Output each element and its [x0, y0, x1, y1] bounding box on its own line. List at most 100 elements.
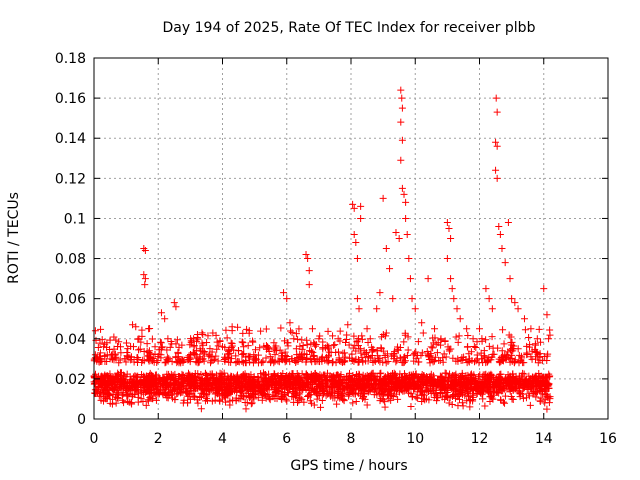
data-point — [219, 386, 227, 394]
data-point — [123, 349, 131, 357]
data-point — [375, 382, 383, 390]
data-point — [207, 357, 215, 365]
data-point — [407, 402, 415, 410]
data-point — [464, 331, 472, 339]
data-point — [123, 392, 131, 400]
data-point — [125, 353, 133, 361]
data-point — [546, 372, 554, 380]
data-point — [364, 357, 372, 365]
data-point — [520, 385, 528, 393]
data-point — [226, 397, 234, 405]
data-point — [283, 397, 291, 405]
data-point — [476, 325, 483, 333]
data-point — [485, 356, 493, 364]
data-point — [377, 369, 385, 377]
data-point — [523, 375, 531, 383]
data-point — [270, 339, 278, 347]
data-point — [325, 345, 333, 353]
data-point — [136, 345, 144, 353]
data-point — [183, 372, 191, 380]
data-point — [245, 353, 253, 361]
data-point — [352, 347, 360, 355]
data-point — [171, 370, 179, 378]
data-point — [368, 348, 376, 356]
data-point — [398, 136, 406, 144]
data-point — [234, 323, 242, 331]
data-point — [411, 372, 419, 380]
data-point — [418, 374, 426, 382]
data-point — [406, 275, 414, 283]
data-point — [294, 354, 302, 362]
data-point — [390, 352, 398, 360]
data-point — [446, 370, 454, 378]
data-point — [355, 305, 363, 313]
data-point — [531, 340, 539, 348]
data-point — [110, 356, 118, 364]
data-point — [481, 353, 489, 361]
data-point — [158, 343, 166, 351]
data-point — [127, 342, 135, 350]
data-point — [503, 351, 511, 359]
data-point — [206, 351, 214, 359]
data-point — [213, 345, 221, 353]
data-point — [149, 395, 157, 403]
data-point — [411, 385, 419, 393]
data-point — [357, 345, 365, 353]
data-point — [354, 389, 362, 397]
data-point — [342, 335, 350, 343]
data-point — [152, 396, 160, 404]
data-point — [528, 355, 536, 363]
data-point — [211, 396, 219, 404]
data-point — [492, 138, 500, 146]
data-point — [338, 358, 346, 366]
data-point — [247, 400, 255, 408]
data-point — [390, 387, 398, 395]
data-point — [499, 326, 507, 334]
data-point — [186, 341, 194, 349]
data-point — [498, 356, 506, 364]
data-point — [426, 359, 434, 367]
data-point — [376, 397, 384, 405]
data-point — [536, 397, 544, 405]
data-point — [436, 372, 444, 380]
data-point — [146, 353, 154, 361]
data-point — [129, 383, 137, 391]
data-point — [286, 319, 294, 327]
data-point — [424, 387, 432, 395]
data-point — [352, 356, 360, 364]
data-point — [140, 372, 148, 380]
data-point — [91, 327, 99, 335]
data-point — [443, 255, 451, 263]
data-point — [336, 327, 344, 335]
data-point — [93, 355, 101, 363]
data-point — [172, 354, 180, 362]
data-point — [203, 396, 211, 404]
data-point — [227, 339, 235, 347]
data-point — [213, 374, 221, 382]
data-point — [443, 218, 451, 226]
data-point — [464, 373, 472, 381]
data-point — [405, 255, 413, 263]
data-point — [297, 384, 305, 392]
data-point — [242, 376, 250, 384]
data-point — [310, 352, 318, 360]
data-point — [262, 394, 270, 402]
data-point — [373, 305, 381, 313]
y-tick-label: 0.06 — [55, 292, 86, 308]
data-point — [160, 377, 168, 385]
data-point — [463, 397, 471, 405]
data-point — [411, 305, 419, 313]
data-point — [418, 387, 426, 395]
data-point — [496, 382, 504, 390]
data-point — [126, 373, 134, 381]
data-point — [507, 383, 515, 391]
data-point — [484, 384, 492, 392]
data-point — [352, 371, 360, 379]
data-point — [363, 401, 371, 409]
data-point — [349, 399, 357, 407]
y-tick-label: 0.08 — [55, 252, 86, 268]
data-point — [265, 347, 273, 355]
data-point — [379, 358, 387, 366]
data-point — [529, 387, 537, 395]
data-point — [325, 356, 333, 364]
